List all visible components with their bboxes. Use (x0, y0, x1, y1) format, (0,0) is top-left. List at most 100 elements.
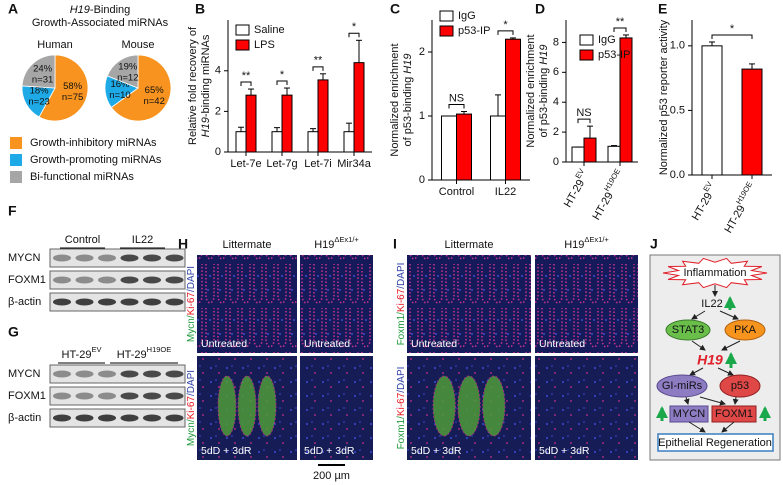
bar (571, 146, 585, 163)
x-tick-label: HT-29H19OE (719, 180, 760, 235)
pie-name: Human (37, 39, 72, 51)
y-axis-label: Normalized p53 reporter activity (658, 19, 670, 175)
image-label: 5dD + 3dR (539, 445, 590, 457)
x-tick-label: Let-7g (266, 158, 297, 170)
blot-strip (49, 364, 186, 384)
significance-label: * (730, 23, 735, 35)
pie-slice (21, 54, 56, 89)
y-axis-label-part: H19 (200, 117, 212, 137)
y-tick-label: 0 (419, 174, 425, 186)
panel-letter: I (393, 236, 397, 252)
micrograph (300, 255, 373, 353)
row-label: FOXM1 (8, 274, 46, 286)
bar (441, 115, 457, 181)
node-label: Inflammation (684, 267, 747, 279)
x-tick-label: Mir34a (337, 158, 372, 170)
blot-band (120, 392, 139, 400)
slice-label: 24% (33, 63, 53, 74)
blot-band (53, 276, 71, 284)
image-label: Untreated (411, 338, 457, 350)
blot-band (120, 298, 139, 306)
node (657, 433, 774, 452)
bar (245, 94, 257, 153)
blot-band (98, 254, 116, 262)
blot-band (143, 414, 161, 422)
y-tick-label: 1.0 (670, 40, 685, 52)
y-axis-label-part: H19 (538, 45, 550, 65)
group-label-part: HT-29 (117, 349, 147, 361)
group-label: Control (65, 234, 100, 246)
blot-band (165, 298, 184, 306)
slice-count: n=23 (28, 96, 49, 107)
blot-band (143, 370, 161, 378)
stain-label-part: Ki-67 (396, 288, 407, 312)
node-label: MYCN (673, 408, 705, 420)
blot-band (75, 298, 94, 306)
column-header: H19ΔEx1/+ (564, 235, 609, 250)
blot-band (120, 254, 139, 262)
node-label: Epithelial Regeneration (658, 437, 772, 449)
significance-label: ** (242, 70, 251, 82)
blot-band (165, 370, 184, 378)
legend-label: LPS (254, 39, 275, 51)
blot-band (98, 370, 116, 378)
stain-label-part: /DAPI (396, 367, 407, 393)
blot-band (165, 276, 184, 284)
bar (281, 94, 293, 153)
column-header-part: H19 (564, 239, 584, 251)
micrograph (407, 255, 531, 353)
image-label: 5dD + 3dR (304, 445, 355, 457)
node-label: PKA (734, 324, 757, 336)
significance-label: * (280, 69, 285, 81)
blot-strip (49, 408, 186, 428)
x-tick-label-part: H19OE (734, 180, 754, 206)
image-label: Untreated (201, 338, 247, 350)
node-label: H19 (697, 352, 723, 368)
y-axis-label-part: Normalized enrichment (389, 43, 401, 156)
y-axis-label: H19-binding miRNAs (200, 34, 212, 137)
node-label: p53 (731, 380, 749, 392)
pie-name: Mouse (121, 39, 154, 51)
legend-label: p53-IP (598, 49, 630, 61)
panel-letter: A (8, 1, 18, 17)
stain-label-part: Foxm1/ (396, 416, 407, 450)
significance-bracket (276, 80, 288, 86)
stain-label-part: Foxm1/ (396, 312, 407, 346)
chart-title: Growth-Associated miRNAs (32, 17, 169, 29)
blot-band (98, 276, 116, 284)
stain-label-part: /DAPI (186, 266, 197, 292)
bar (490, 115, 506, 181)
significance-bracket (613, 27, 627, 32)
y-axis-label-part: H19 (402, 54, 414, 74)
chart-title-part: -Binding (90, 4, 130, 16)
y-tick-label: 4 (553, 96, 559, 108)
bar (353, 62, 365, 153)
column-header-part: ΔEx1/+ (334, 235, 359, 244)
slice-count: n=31 (32, 74, 53, 85)
significance-bracket (448, 104, 465, 109)
blot-band (53, 370, 71, 378)
micrograph (535, 356, 638, 460)
x-tick-label: HT-29EV (559, 167, 592, 209)
image-label: 5dD + 3dR (411, 445, 462, 457)
legend-swatch (10, 171, 22, 183)
stain-label-part: Ki-67 (396, 392, 407, 416)
y-axis-label-part: Relative fold recovery of (187, 26, 199, 145)
panel-letter: D (535, 1, 545, 17)
x-tick-label-part: HT-29 (690, 191, 715, 223)
row-label: β-actin (8, 412, 41, 424)
blot-band (53, 254, 71, 262)
x-tick-label-part: EV (702, 180, 715, 193)
panel-letter: G (8, 324, 19, 340)
legend-swatch (579, 34, 594, 46)
image-label: Untreated (539, 338, 585, 350)
blot-band (75, 392, 94, 400)
significance-label: NS (576, 107, 591, 119)
row-label: MYCN (8, 368, 40, 380)
y-axis-label: Normalized enrichment (525, 34, 537, 147)
blot-band (143, 392, 161, 400)
stain-label-part: Ki-67 (186, 396, 197, 420)
y-tick-label: 0 (215, 146, 221, 158)
y-tick-label: 2 (553, 126, 559, 138)
